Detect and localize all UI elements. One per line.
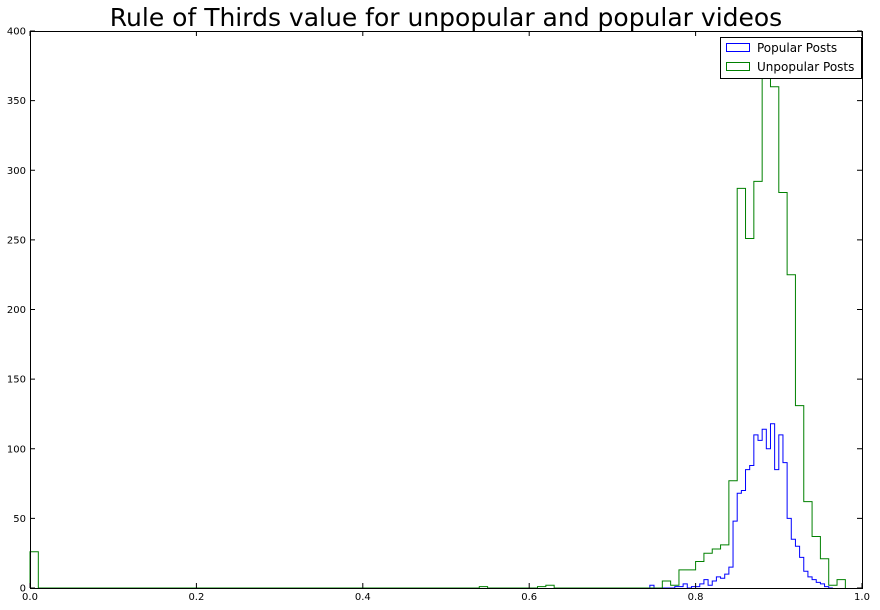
y-tick-label: 100 [7,444,26,455]
series-layer [29,72,846,589]
legend-label: Popular Posts [757,41,837,55]
y-tick-label: 0 [20,584,26,595]
x-tick-label: 0.2 [188,592,204,603]
axis-ticks: 0.0 0.2 0.4 0.6 0.8 1.0 0 50 100 150 200 250 300 350 4… [7,27,870,604]
x-tick-label: 0.0 [22,592,38,603]
legend: Popular Posts Unpopular Posts [720,37,862,79]
chart-title: Rule of Thirds value for unpopular and p… [109,3,783,32]
x-tick-label: 1.0 [854,592,870,603]
series-1-step-line [649,423,833,589]
x-tick-label: 0.4 [355,592,371,603]
x-tick-label: 0.8 [688,592,704,603]
y-tick-label: 150 [7,375,26,386]
y-tick-label: 50 [13,514,26,525]
legend-swatch [726,43,750,52]
y-tick-label: 250 [7,235,26,246]
y-tick-label: 200 [7,305,26,316]
series-2-step-line [29,72,846,589]
x-tick-label: 0.6 [521,592,537,603]
legend-swatch [726,62,750,71]
y-tick-label: 300 [7,166,26,177]
y-tick-label: 400 [7,27,26,38]
legend-box [720,37,862,79]
legend-label: Unpopular Posts [757,60,854,74]
y-tick-label: 350 [7,96,26,107]
